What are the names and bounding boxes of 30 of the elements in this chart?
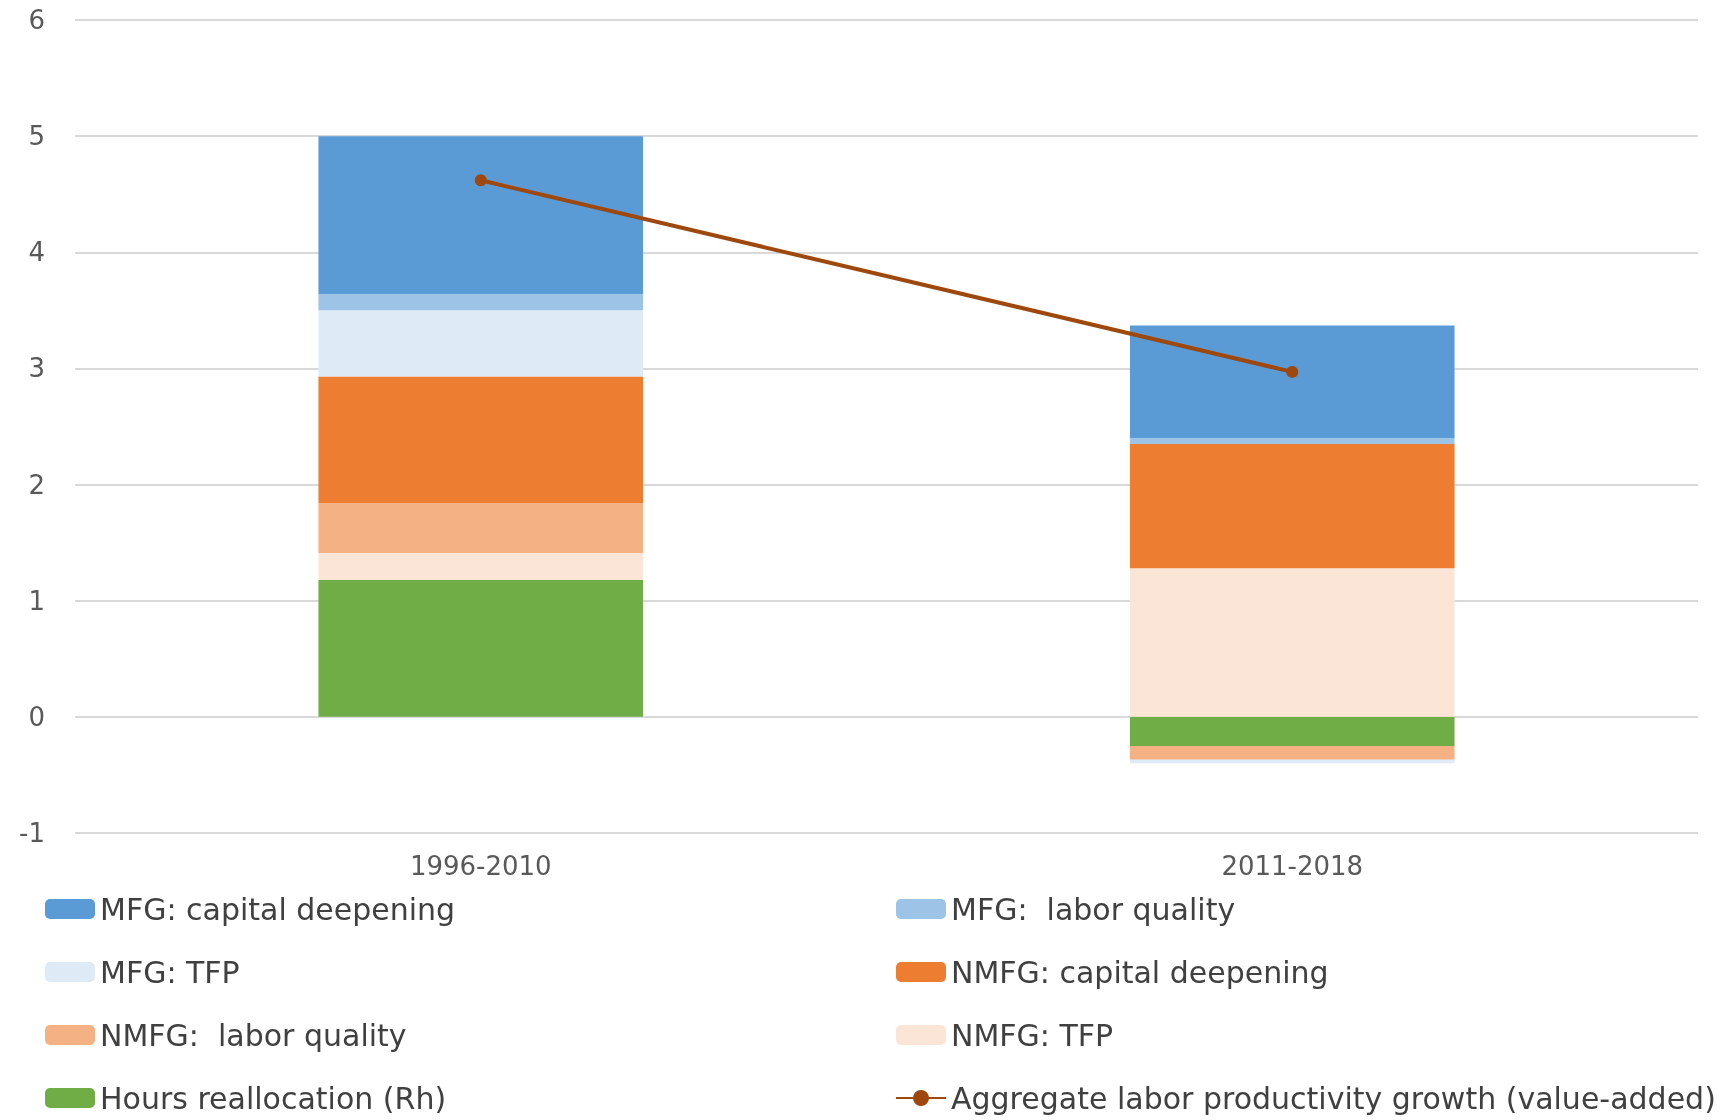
legend-label: MFG: TFP — [100, 954, 240, 990]
legend-label: Hours reallocation (Rh) — [100, 1080, 447, 1116]
y-tick-label: 6 — [28, 5, 45, 35]
y-tick-label: 0 — [28, 701, 45, 732]
bar — [318, 503, 644, 554]
legend-label: MFG: labor quality — [951, 891, 1236, 927]
bar — [318, 376, 644, 504]
legend-label: MFG: capital deepening — [100, 891, 456, 927]
bar — [1129, 438, 1455, 444]
legend-label: NMFG: TFP — [951, 1017, 1114, 1053]
bar — [318, 294, 644, 311]
bar — [318, 579, 644, 717]
y-tick-label: 5 — [28, 121, 45, 152]
bar — [1129, 745, 1455, 760]
y-tick-label: 2 — [28, 469, 45, 500]
bar — [318, 310, 644, 377]
bar — [1129, 716, 1455, 746]
bar — [1129, 443, 1455, 569]
bar — [1129, 325, 1455, 439]
y-tick-label: 1 — [28, 585, 45, 616]
legend-label: NMFG: labor quality — [100, 1017, 407, 1053]
x-tick-label: 2011-2018 — [1221, 851, 1364, 881]
y-tick-label: 3 — [28, 353, 45, 384]
x-tick-label: 1996-2010 — [409, 851, 552, 881]
y-tick-label: 4 — [28, 237, 45, 268]
y-tick-label: -1 — [19, 818, 45, 848]
legend-label: NMFG: capital deepening — [951, 954, 1329, 990]
bar — [1129, 568, 1455, 717]
bar — [318, 553, 644, 580]
legend-label: Aggregate labor productivity growth (value-added) — [951, 1080, 1716, 1116]
